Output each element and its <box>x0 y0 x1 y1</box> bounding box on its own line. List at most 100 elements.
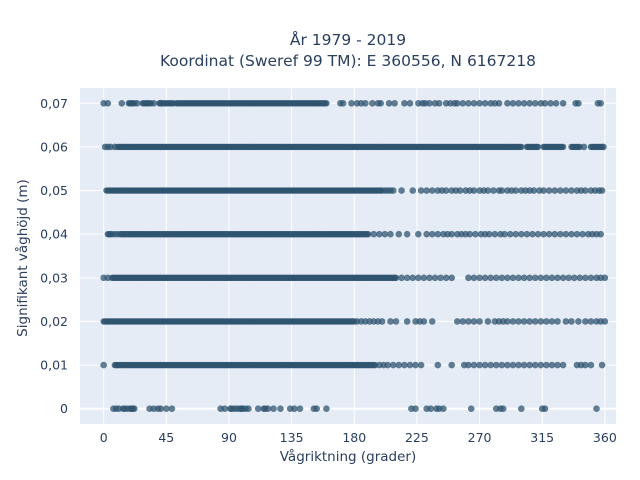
data-point <box>472 230 479 238</box>
data-point <box>559 274 567 282</box>
data-point <box>587 318 595 325</box>
data-point <box>426 274 433 282</box>
data-point <box>392 274 400 282</box>
data-point <box>465 274 472 282</box>
data-point <box>484 318 492 325</box>
data-point <box>526 361 533 369</box>
plot-background <box>80 88 616 424</box>
data-point <box>465 318 472 325</box>
data-point <box>501 230 508 238</box>
y-axis-label: Signifikant våghöjd (m) <box>14 179 31 337</box>
data-point <box>323 100 330 107</box>
x-tick-labels: 0 45 90 135 180 225 270 315 360 <box>100 430 617 445</box>
data-point <box>541 405 549 413</box>
data-point <box>551 187 559 194</box>
x-axis-label: Vågriktning (grader) <box>280 448 417 465</box>
data-point <box>440 405 447 413</box>
data-point <box>582 318 589 325</box>
data-point <box>530 187 538 194</box>
data-point <box>270 405 277 413</box>
data-point <box>448 274 456 282</box>
data-point <box>163 405 170 413</box>
data-point <box>520 361 528 369</box>
y-tick-label: 0 <box>60 401 68 416</box>
data-point <box>401 361 408 369</box>
x-tick-label: 225 <box>405 430 429 445</box>
data-point <box>552 99 560 107</box>
data-point <box>157 99 165 107</box>
data-point <box>481 361 489 369</box>
x-tick-label: 135 <box>280 430 304 445</box>
data-point <box>504 274 511 282</box>
y-tick-label: 0,04 <box>40 227 68 242</box>
data-point <box>573 230 581 238</box>
data-point <box>515 318 522 325</box>
data-point <box>504 318 511 325</box>
data-point <box>540 230 547 238</box>
data-point <box>537 274 545 282</box>
data-point <box>391 99 398 107</box>
data-point <box>582 274 589 282</box>
data-point <box>570 274 578 282</box>
data-point <box>597 99 604 107</box>
data-point <box>490 187 497 194</box>
data-point <box>221 405 229 413</box>
data-point <box>534 230 542 238</box>
data-point <box>568 230 575 238</box>
data-point <box>568 187 575 194</box>
data-point <box>442 187 450 194</box>
data-point <box>296 405 304 413</box>
data-point <box>531 361 539 369</box>
data-point <box>600 143 607 151</box>
data-point <box>403 274 411 282</box>
data-point <box>486 230 493 238</box>
data-point <box>518 230 525 238</box>
data-point <box>509 274 517 282</box>
data-point <box>520 99 528 107</box>
data-point <box>597 230 604 238</box>
data-point <box>499 405 507 413</box>
data-point <box>601 318 609 325</box>
data-point <box>526 274 533 282</box>
data-point <box>111 143 119 151</box>
data-point <box>520 274 528 282</box>
data-point <box>492 361 500 369</box>
data-markers <box>100 99 609 413</box>
y-tick-label: 0,01 <box>40 358 68 373</box>
y-tick-label: 0,03 <box>40 270 68 285</box>
data-point <box>415 230 422 238</box>
data-point <box>384 361 391 369</box>
data-point <box>409 274 417 282</box>
data-point <box>504 99 511 107</box>
data-point <box>470 99 478 107</box>
data-point <box>392 318 400 325</box>
data-point <box>576 274 584 282</box>
data-point <box>543 318 550 325</box>
data-point <box>423 230 430 238</box>
x-tick-label: 45 <box>158 430 174 445</box>
data-point <box>118 99 126 107</box>
data-point <box>168 405 176 413</box>
data-point <box>537 318 545 325</box>
x-tick-label: 0 <box>100 430 108 445</box>
data-point <box>378 318 386 325</box>
data-point <box>476 361 483 369</box>
data-point <box>403 230 411 238</box>
x-tick-label: 360 <box>593 430 617 445</box>
data-point <box>554 274 561 282</box>
data-point <box>491 230 499 238</box>
data-point <box>406 361 414 369</box>
data-point <box>403 318 411 325</box>
data-point <box>587 361 595 369</box>
data-point <box>498 361 506 369</box>
data-point <box>448 361 456 369</box>
data-point <box>523 230 531 238</box>
data-point <box>470 187 478 194</box>
data-point <box>515 274 522 282</box>
data-point <box>548 361 556 369</box>
data-point <box>547 99 554 107</box>
data-point <box>526 99 533 107</box>
data-point <box>575 99 582 107</box>
data-point <box>481 99 489 107</box>
